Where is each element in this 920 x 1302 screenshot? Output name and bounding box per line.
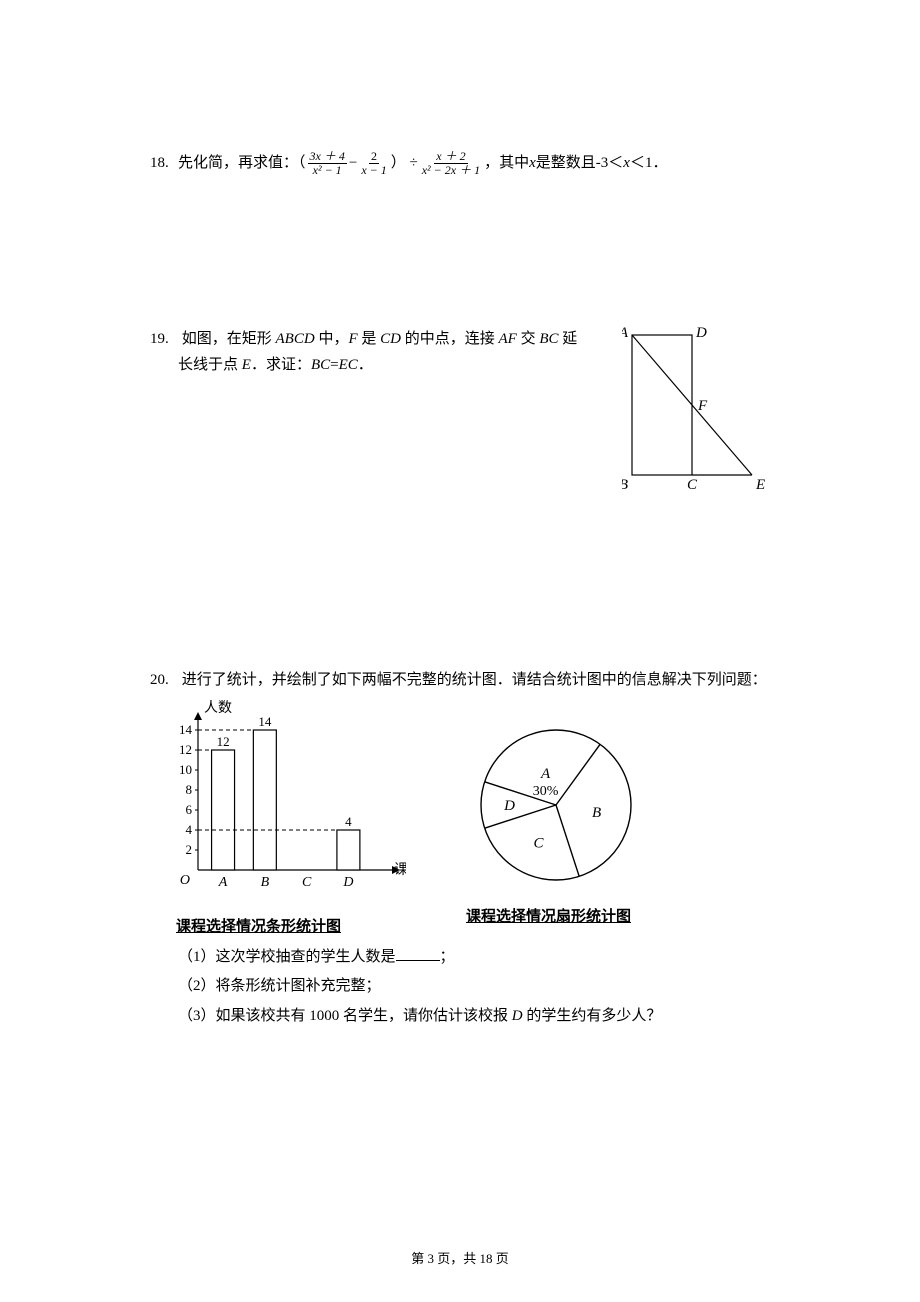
charts-row: 2 4 6 8 10 12 14 O 人数课程 12 A 14 B C 4 D 课程选择情况条形统计图 A 30…: [156, 700, 820, 941]
q19-l1f: 延: [559, 331, 578, 347]
svg-text:O: O: [180, 873, 190, 888]
footer-pre: 第: [411, 1251, 427, 1266]
q18-mid: ） ÷: [391, 151, 418, 177]
svg-text:C: C: [302, 875, 312, 890]
svg-text:A: A: [218, 875, 228, 890]
svg-text:F: F: [697, 398, 708, 414]
problem-20: 20. 进行了统计，并绘制了如下两幅不完整的统计图．请结合统计图中的信息解决下列…: [150, 668, 820, 1029]
svg-text:12: 12: [217, 734, 230, 749]
bar-caption: 课程选择情况条形统计图: [176, 915, 406, 941]
q19-l1e: 交: [517, 331, 540, 347]
footer-mid: 页，共: [434, 1251, 480, 1266]
q19-F: F: [348, 331, 357, 347]
q18-f2-den: x − 1: [361, 163, 386, 177]
problem-20-intro-line: 20. 进行了统计，并绘制了如下两幅不完整的统计图．请结合统计图中的信息解决下列…: [150, 668, 820, 694]
q20-sub3-pre: （3）如果该校共有 1000 名学生，请你估计该校报: [178, 1008, 512, 1024]
svg-text:C: C: [687, 477, 698, 493]
page-footer: 第 3 页，共 18 页: [0, 1248, 920, 1270]
svg-text:D: D: [695, 325, 707, 341]
svg-text:4: 4: [186, 822, 193, 837]
pie-chart: A 30% B C D: [446, 720, 666, 890]
problem-18-line: 18. 先化简，再求值：（ 3x ＋ 4 x² − 1 − 2 x − 1 ） …: [150, 150, 820, 177]
q19-l2b: ．求证：: [251, 357, 311, 373]
q18-var2: x: [623, 151, 630, 177]
q19-ABCD: ABCD: [276, 331, 315, 347]
svg-text:人数: 人数: [204, 700, 232, 716]
svg-text:B: B: [622, 477, 628, 493]
q19-E: E: [242, 357, 251, 373]
q20-sub1: （1）这次学校抽查的学生人数是 ；: [178, 945, 820, 971]
bar-chart-wrap: 2 4 6 8 10 12 14 O 人数课程 12 A 14 B C 4 D 课程选择情况条形统计图: [156, 700, 406, 941]
q20-sub3: （3）如果该校共有 1000 名学生，请你估计该校报 D 的学生约有多少人？: [178, 1004, 820, 1030]
problem-19-text: 19. 如图，在矩形 ABCD 中，F 是 CD 的中点，连接 AF 交 BC …: [150, 327, 580, 378]
q20-sub1-blank: [396, 945, 440, 961]
q19-l1d: 的中点，连接: [401, 331, 499, 347]
q19-l1b: 中，: [315, 331, 349, 347]
q18-post1: ，其中: [484, 151, 529, 177]
pie-caption: 课程选择情况扇形统计图: [466, 905, 666, 931]
q20-sub2: （2）将条形统计图补充完整；: [178, 974, 820, 1000]
q19-CD: CD: [380, 331, 401, 347]
q19-l1a: 如图，在矩形: [182, 331, 276, 347]
svg-text:A: A: [622, 325, 629, 341]
svg-text:B: B: [592, 805, 601, 821]
q18-f1-den: x² − 1: [313, 163, 342, 177]
q20-sub3-D: D: [512, 1008, 523, 1024]
q19-figure: A D B C E F: [622, 325, 772, 495]
q20-sub1-post: ；: [440, 949, 455, 965]
svg-text:A: A: [540, 766, 551, 782]
q18-var: x: [529, 151, 536, 177]
q19-l1c: 是: [358, 331, 381, 347]
svg-text:10: 10: [179, 762, 192, 777]
q18-f3-den: x² − 2x ＋ 1: [422, 163, 480, 177]
q19-BC: BC: [539, 331, 558, 347]
q19-EC: EC: [339, 357, 358, 373]
q18-f2-num: 2: [371, 149, 377, 163]
problem-19: 19. 如图，在矩形 ABCD 中，F 是 CD 的中点，连接 AF 交 BC …: [150, 327, 820, 378]
svg-text:课程: 课程: [394, 862, 406, 878]
q19-number: 19.: [150, 327, 178, 353]
q18-frac3: x ＋ 2 x² − 2x ＋ 1: [420, 150, 482, 177]
svg-text:8: 8: [186, 782, 193, 797]
q18-post3: ＜1．: [630, 151, 668, 177]
svg-text:14: 14: [179, 722, 193, 737]
svg-text:D: D: [503, 798, 515, 814]
q18-number: 18.: [150, 151, 178, 177]
svg-text:E: E: [755, 477, 765, 493]
q19-eq: =: [330, 357, 338, 373]
q19-l2c: ．: [358, 357, 373, 373]
svg-text:12: 12: [179, 742, 192, 757]
q18-post2: 是整数且-3＜: [536, 151, 624, 177]
footer-total: 18: [480, 1251, 493, 1266]
q18-frac2: 2 x − 1: [359, 150, 388, 177]
q20-sub3-post: 的学生约有多少人？: [523, 1008, 662, 1024]
q19-BCeq: BC: [311, 357, 330, 373]
q20-number: 20.: [150, 668, 178, 694]
page: 18. 先化简，再求值：（ 3x ＋ 4 x² − 1 − 2 x − 1 ） …: [0, 0, 920, 1302]
svg-text:14: 14: [258, 714, 272, 729]
svg-text:30%: 30%: [533, 784, 559, 799]
q18-f1-num: 3x ＋ 4: [310, 149, 345, 163]
svg-text:6: 6: [186, 802, 193, 817]
svg-text:B: B: [261, 875, 270, 890]
problem-18: 18. 先化简，再求值：（ 3x ＋ 4 x² − 1 − 2 x − 1 ） …: [150, 150, 820, 177]
q19-AF: AF: [499, 331, 517, 347]
svg-text:4: 4: [345, 814, 352, 829]
q19-l2a: 长线于点: [178, 357, 242, 373]
svg-text:D: D: [342, 875, 353, 890]
pie-chart-wrap: A 30% B C D 课程选择情况扇形统计图: [446, 720, 666, 931]
svg-text:2: 2: [186, 842, 193, 857]
q18-pre: 先化简，再求值：（: [178, 151, 306, 177]
q18-frac1: 3x ＋ 4 x² − 1: [308, 150, 347, 177]
bar-chart: 2 4 6 8 10 12 14 O 人数课程 12 A 14 B C 4 D: [156, 700, 406, 900]
q20-intro: 进行了统计，并绘制了如下两幅不完整的统计图．请结合统计图中的信息解决下列问题：: [182, 672, 767, 688]
q18-f3-num: x ＋ 2: [436, 149, 465, 163]
q18-minus: −: [349, 151, 357, 177]
svg-text:C: C: [534, 835, 545, 851]
q20-sub1-pre: （1）这次学校抽查的学生人数是: [178, 949, 396, 965]
footer-post: 页: [493, 1251, 509, 1266]
